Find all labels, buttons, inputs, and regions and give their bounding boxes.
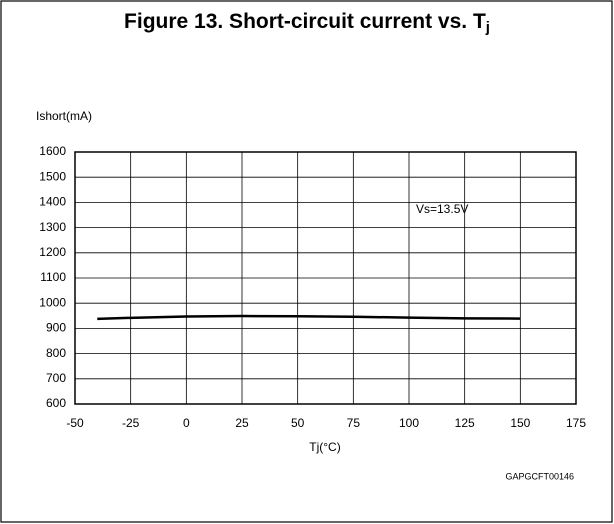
x-tick-label: 125	[455, 416, 475, 430]
plot-frame	[74, 151, 577, 405]
data-line	[97, 314, 521, 321]
y-tick-label: 1200	[39, 245, 66, 259]
x-tick-label: 50	[291, 416, 305, 430]
y-tick-label: 1400	[39, 195, 66, 209]
y-tick-label: 700	[46, 371, 66, 385]
chart-title: Figure 13. Short-circuit current vs. Tj	[124, 10, 490, 36]
x-tick-label: 75	[347, 416, 361, 430]
title-subscript: j	[485, 19, 490, 36]
annotation: Vs=13.5V	[416, 202, 468, 216]
y-tick-label: 1500	[39, 169, 66, 183]
x-tick-label: 0	[183, 416, 190, 430]
y-tick-label: 900	[46, 321, 66, 335]
figure-code: GAPGCFT00146	[505, 471, 574, 481]
y-tick-label: 1600	[39, 144, 66, 158]
x-axis-label: Tj(°C)	[309, 440, 340, 454]
y-axis-label: Ishort(mA)	[36, 109, 92, 123]
y-tick-label: 800	[46, 346, 66, 360]
x-tick-label: 175	[566, 416, 586, 430]
y-tick-label: 1100	[40, 270, 66, 284]
y-tick-label: 600	[46, 396, 66, 410]
x-tick-label: -50	[66, 416, 84, 430]
x-tick-label: 25	[235, 416, 249, 430]
x-tick-label: -25	[122, 416, 140, 430]
y-tick-label: 1300	[39, 220, 66, 234]
title-main: Figure 13. Short-circuit current vs. T	[124, 10, 486, 33]
y-tick-label: 1000	[39, 295, 66, 309]
x-tick-label: 150	[510, 416, 530, 430]
x-tick-label: 100	[399, 416, 419, 430]
